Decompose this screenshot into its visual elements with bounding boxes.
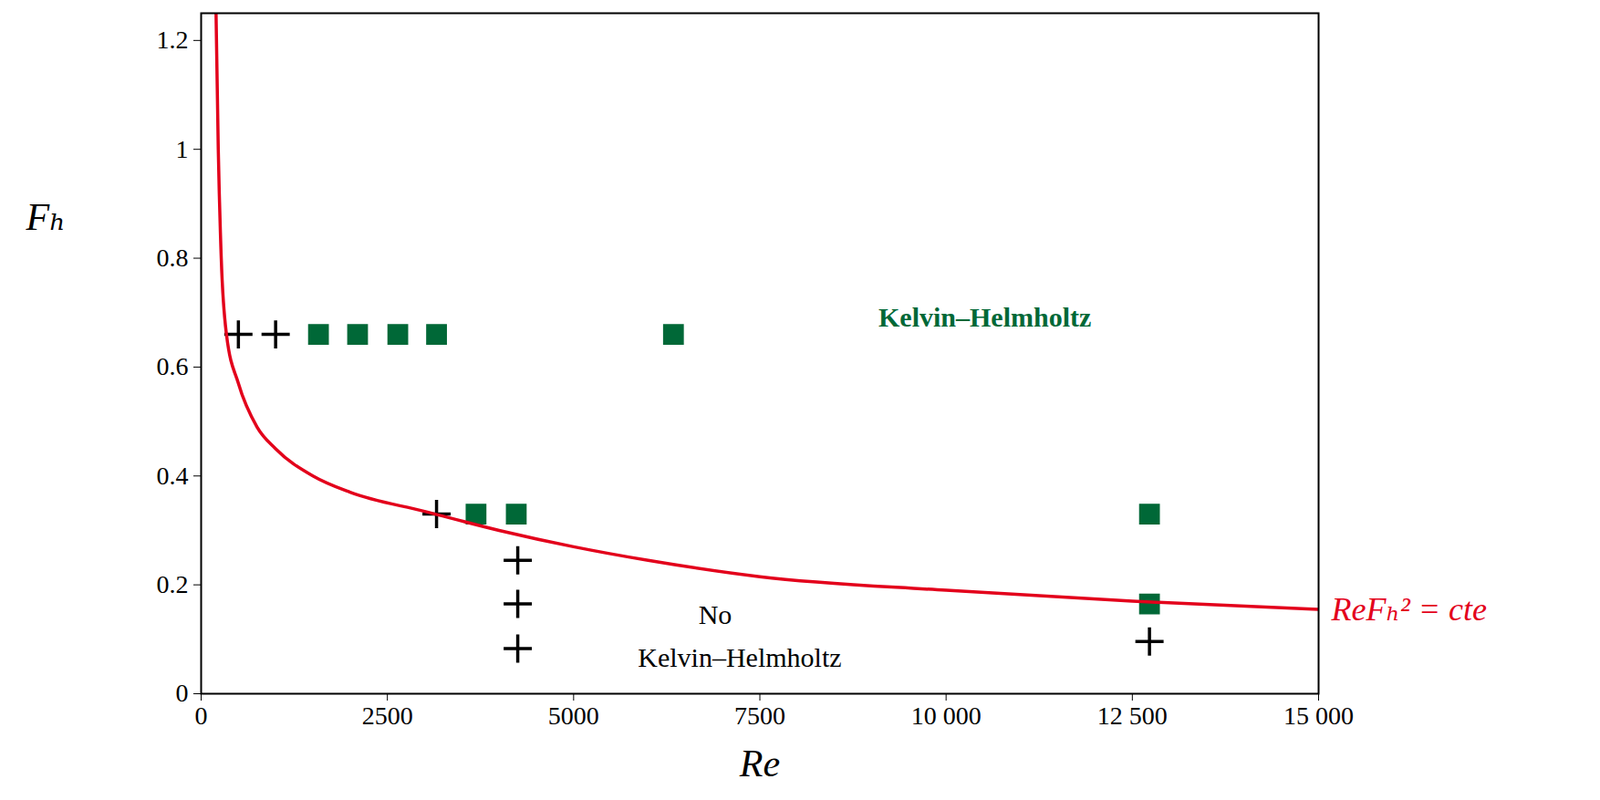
- svg-text:Kelvin–Helmholtz: Kelvin–Helmholtz: [878, 301, 1091, 333]
- svg-text:0.4: 0.4: [156, 461, 189, 490]
- svg-text:ReFₕ² = cte: ReFₕ² = cte: [1330, 591, 1488, 628]
- svg-text:1: 1: [176, 135, 189, 164]
- svg-text:Fₕ: Fₕ: [25, 196, 67, 239]
- svg-text:0.6: 0.6: [156, 352, 189, 381]
- svg-text:Re: Re: [738, 742, 780, 785]
- svg-text:7500: 7500: [734, 701, 786, 730]
- svg-text:0: 0: [195, 701, 208, 730]
- svg-text:Kelvin–Helmholtz: Kelvin–Helmholtz: [637, 642, 842, 673]
- svg-text:0: 0: [176, 678, 189, 707]
- svg-text:15 000: 15 000: [1283, 701, 1354, 730]
- svg-text:0.2: 0.2: [156, 570, 189, 599]
- svg-text:5000: 5000: [548, 701, 600, 730]
- svg-text:0.8: 0.8: [156, 243, 189, 272]
- svg-text:12 500: 12 500: [1097, 701, 1168, 730]
- svg-text:No: No: [698, 599, 733, 630]
- svg-text:1.2: 1.2: [156, 25, 189, 54]
- svg-text:10 000: 10 000: [911, 701, 982, 730]
- svg-text:2500: 2500: [362, 701, 414, 730]
